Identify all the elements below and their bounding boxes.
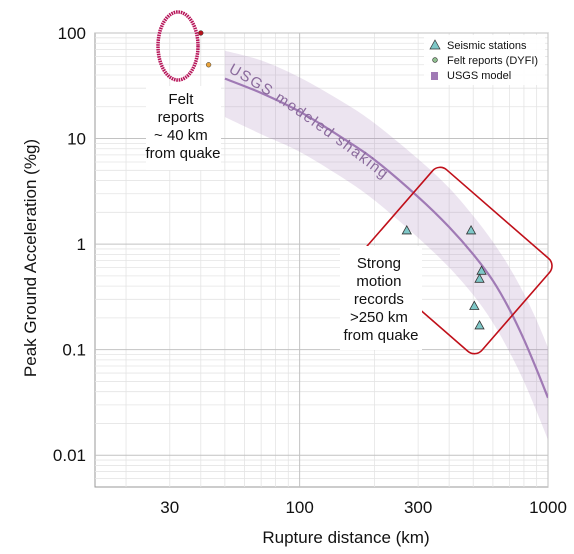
seismic-station-point xyxy=(474,273,485,283)
y-tick-label: 10 xyxy=(67,130,86,149)
felt-reports-annotation: Felt reports ~ 40 km from quake xyxy=(145,10,221,170)
y-tick-label: 0.01 xyxy=(53,446,86,465)
strong-note-line-3: records xyxy=(354,291,404,308)
seismic-station-point xyxy=(476,265,487,275)
data-points xyxy=(198,30,487,330)
x-tick-labels: 30 100 300 1000 xyxy=(160,498,567,517)
y-tick-label: 1 xyxy=(77,235,86,254)
x-tick-label: 300 xyxy=(404,498,432,517)
y-tick-label: 0.1 xyxy=(62,341,86,360)
y-tick-label: 100 xyxy=(58,24,86,43)
legend-box xyxy=(424,35,545,85)
seismic-station-point xyxy=(469,300,480,310)
legend: Seismic stations Felt reports (DYFI) USG… xyxy=(424,35,545,85)
felt-report-point xyxy=(205,62,212,68)
strong-note-line-1: Strong xyxy=(357,255,401,272)
usgs-model-median-line xyxy=(224,77,548,399)
x-tick-label: 1000 xyxy=(529,498,567,517)
strong-note-line-2: motion xyxy=(356,273,401,290)
y-tick-labels: 0.01 0.1 1 10 100 xyxy=(53,24,86,465)
felt-report-point xyxy=(198,30,204,36)
felt-reports-note-bg xyxy=(146,86,221,170)
legend-label-seismic-stations: Seismic stations xyxy=(447,40,527,52)
strong-motion-note: Strong motion records >250 km from quake xyxy=(343,255,418,344)
seismic-station-point xyxy=(401,225,412,235)
legend-label-usgs-model: USGS model xyxy=(447,70,511,82)
usgs-model-band xyxy=(224,50,548,440)
model-band-layer xyxy=(224,50,548,440)
felt-note-line-4: from quake xyxy=(145,145,220,162)
seismic-station-point xyxy=(474,320,485,330)
strong-note-line-5: from quake xyxy=(343,327,418,344)
x-tick-label: 100 xyxy=(285,498,313,517)
x-tick-label: 30 xyxy=(160,498,179,517)
y-axis-title: Peak Ground Acceleration (%g) xyxy=(21,139,40,377)
strong-note-line-4: >250 km xyxy=(350,309,408,326)
felt-note-line-1: Felt xyxy=(168,91,194,108)
legend-marker-usgs-model xyxy=(431,72,438,80)
felt-note-line-2: reports xyxy=(158,109,205,126)
felt-reports-note: Felt reports ~ 40 km from quake xyxy=(145,91,220,162)
felt-reports-highlight xyxy=(156,10,200,82)
strong-motion-annotation: Strong motion records >250 km from quake xyxy=(340,166,553,355)
felt-note-line-3: ~ 40 km xyxy=(154,127,208,144)
legend-marker-seismic-stations xyxy=(429,39,441,50)
legend-marker-felt-reports xyxy=(432,57,438,63)
x-axis-title: Rupture distance (km) xyxy=(262,528,429,547)
strong-motion-note-bg xyxy=(340,246,422,350)
legend-label-felt-reports: Felt reports (DYFI) xyxy=(447,55,538,67)
seismic-station-point xyxy=(465,225,477,235)
